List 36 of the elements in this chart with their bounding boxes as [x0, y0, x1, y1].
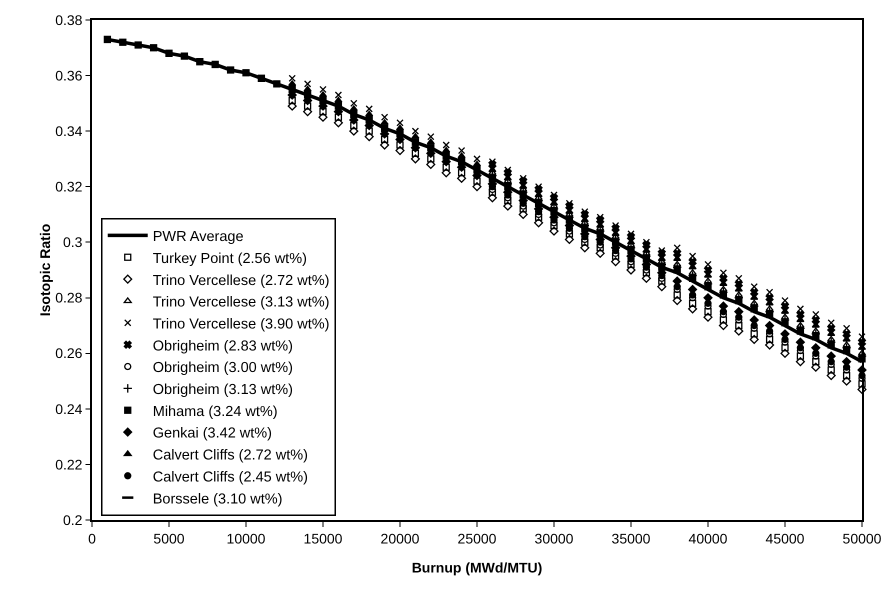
- y-tick-label: 0.26: [55, 345, 83, 362]
- legend-label: Trino Vercellese (2.72 wt%): [152, 272, 330, 289]
- x-tick-label: 30000: [534, 530, 574, 547]
- x-tick-label: 0: [88, 530, 96, 547]
- x-tick-label: 5000: [153, 530, 185, 547]
- legend-label: Obrigheim (2.83 wt%): [152, 338, 293, 354]
- legend-label: Trino Vercellese (3.13 wt%): [152, 294, 330, 311]
- x-tick-label: 15000: [304, 530, 343, 547]
- legend-label: Turkey Point (2.56 wt%): [152, 250, 307, 267]
- x-tick-label: 25000: [458, 530, 497, 547]
- y-tick-label: 0.32: [55, 178, 83, 195]
- y-tick-label: 0.24: [55, 400, 83, 417]
- legend-label: Calvert Cliffs (2.45 wt%): [152, 469, 308, 486]
- legend-label: Obrigheim (3.13 wt%): [152, 382, 293, 398]
- legend-label: PWR Average: [152, 229, 244, 246]
- y-tick-label: 0.2: [62, 512, 83, 528]
- legend-label: Borssele (3.10 wt%): [152, 491, 282, 508]
- x-tick-label: 10000: [226, 530, 266, 547]
- legend-label: Calvert Cliffs (2.72 wt%): [152, 448, 308, 464]
- y-axis-title: Isotopic Ratio: [37, 224, 54, 316]
- legend-label: Mihama (3.24 wt%): [152, 404, 278, 420]
- legend-label: Trino Vercellese (3.90 wt%): [152, 316, 330, 332]
- legend-label: Genkai (3.42 wt%): [152, 426, 272, 442]
- y-tick-label: 0.22: [55, 456, 83, 472]
- y-tick-label: 0.38: [55, 12, 83, 28]
- x-axis-title: Burnup (MWd/MTU): [412, 560, 542, 576]
- y-tick-label: 0.28: [55, 290, 83, 306]
- x-tick-label: 35000: [612, 530, 651, 547]
- y-tick-label: 0.3: [62, 234, 83, 250]
- x-tick-label: 20000: [380, 530, 420, 547]
- x-tick-label: 50000: [842, 530, 882, 547]
- legend-label: Obrigheim (3.00 wt%): [152, 360, 293, 376]
- y-tick-label: 0.34: [55, 123, 83, 140]
- x-tick-label: 45000: [766, 530, 805, 547]
- y-tick-label: 0.36: [55, 67, 83, 84]
- x-tick-label: 40000: [688, 530, 728, 547]
